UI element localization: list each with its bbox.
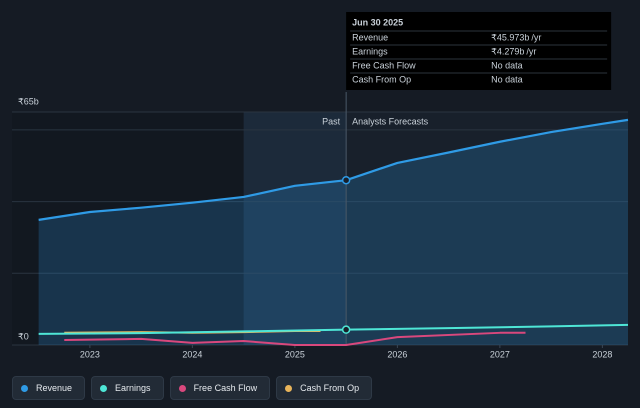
legend-item[interactable]: Revenue (12, 376, 86, 400)
x-tick-label: 2027 (490, 349, 510, 359)
legend-item[interactable]: Free Cash Flow (169, 376, 271, 400)
forecast-background (346, 112, 628, 345)
x-tick-label: 2023 (80, 349, 100, 359)
forecast-label: Analysts Forecasts (352, 116, 429, 126)
legend-label: Revenue (36, 383, 73, 393)
past-label: Past (322, 116, 341, 126)
legend-swatch (21, 384, 28, 392)
tooltip: Jun 30 2025 Revenue ₹45.973b/yr Earnings ₹4.… (346, 12, 612, 90)
tooltip-row-value: ₹45.973b (491, 32, 529, 42)
y-tick-label: ₹65b (18, 96, 39, 106)
legend-label: Free Cash Flow (193, 383, 258, 393)
past-background (12, 112, 244, 345)
legend-swatch (178, 384, 186, 392)
tooltip-row-label: Cash From Op (352, 74, 411, 84)
tooltip-row-label: Earnings (352, 46, 388, 56)
x-tick-label: 2028 (592, 349, 612, 359)
past-highlight (243, 112, 347, 345)
hover-marker (341, 175, 351, 185)
y-tick-label: ₹0 (18, 331, 29, 341)
legend-label: Cash From Op (300, 383, 360, 393)
legend-item[interactable]: Cash From Op (276, 376, 373, 400)
series-line (64, 331, 526, 346)
x-tick-label: 2024 (182, 349, 202, 359)
legend-swatch (100, 384, 108, 392)
hover-marker (341, 325, 351, 334)
legend-label: Earnings (115, 383, 151, 393)
tooltip-date: Jun 30 2025 (352, 17, 403, 27)
legend: Revenue Earnings Free Cash Flow Cash From O… (12, 376, 373, 400)
legend-swatch (285, 384, 293, 392)
tooltip-row-unit: /yr (526, 46, 536, 56)
x-tick-label: 2025 (285, 349, 305, 359)
tooltip-row-unit: /yr (531, 32, 541, 42)
tooltip-row-label: Free Cash Flow (352, 60, 416, 70)
x-tick-label: 2026 (387, 349, 407, 359)
tooltip-box (346, 12, 612, 90)
tooltip-row-value: ₹4.279b (491, 46, 524, 56)
revenue-area (38, 119, 628, 345)
tooltip-row-value: No data (491, 60, 523, 70)
tooltip-row-value: No data (491, 74, 523, 84)
chart: ₹0 ₹65b 2023 2024 2025 2026 2027 2028 Past Analys… (12, 12, 629, 359)
legend-item[interactable]: Earnings (91, 376, 164, 400)
tooltip-row-label: Revenue (352, 32, 388, 42)
